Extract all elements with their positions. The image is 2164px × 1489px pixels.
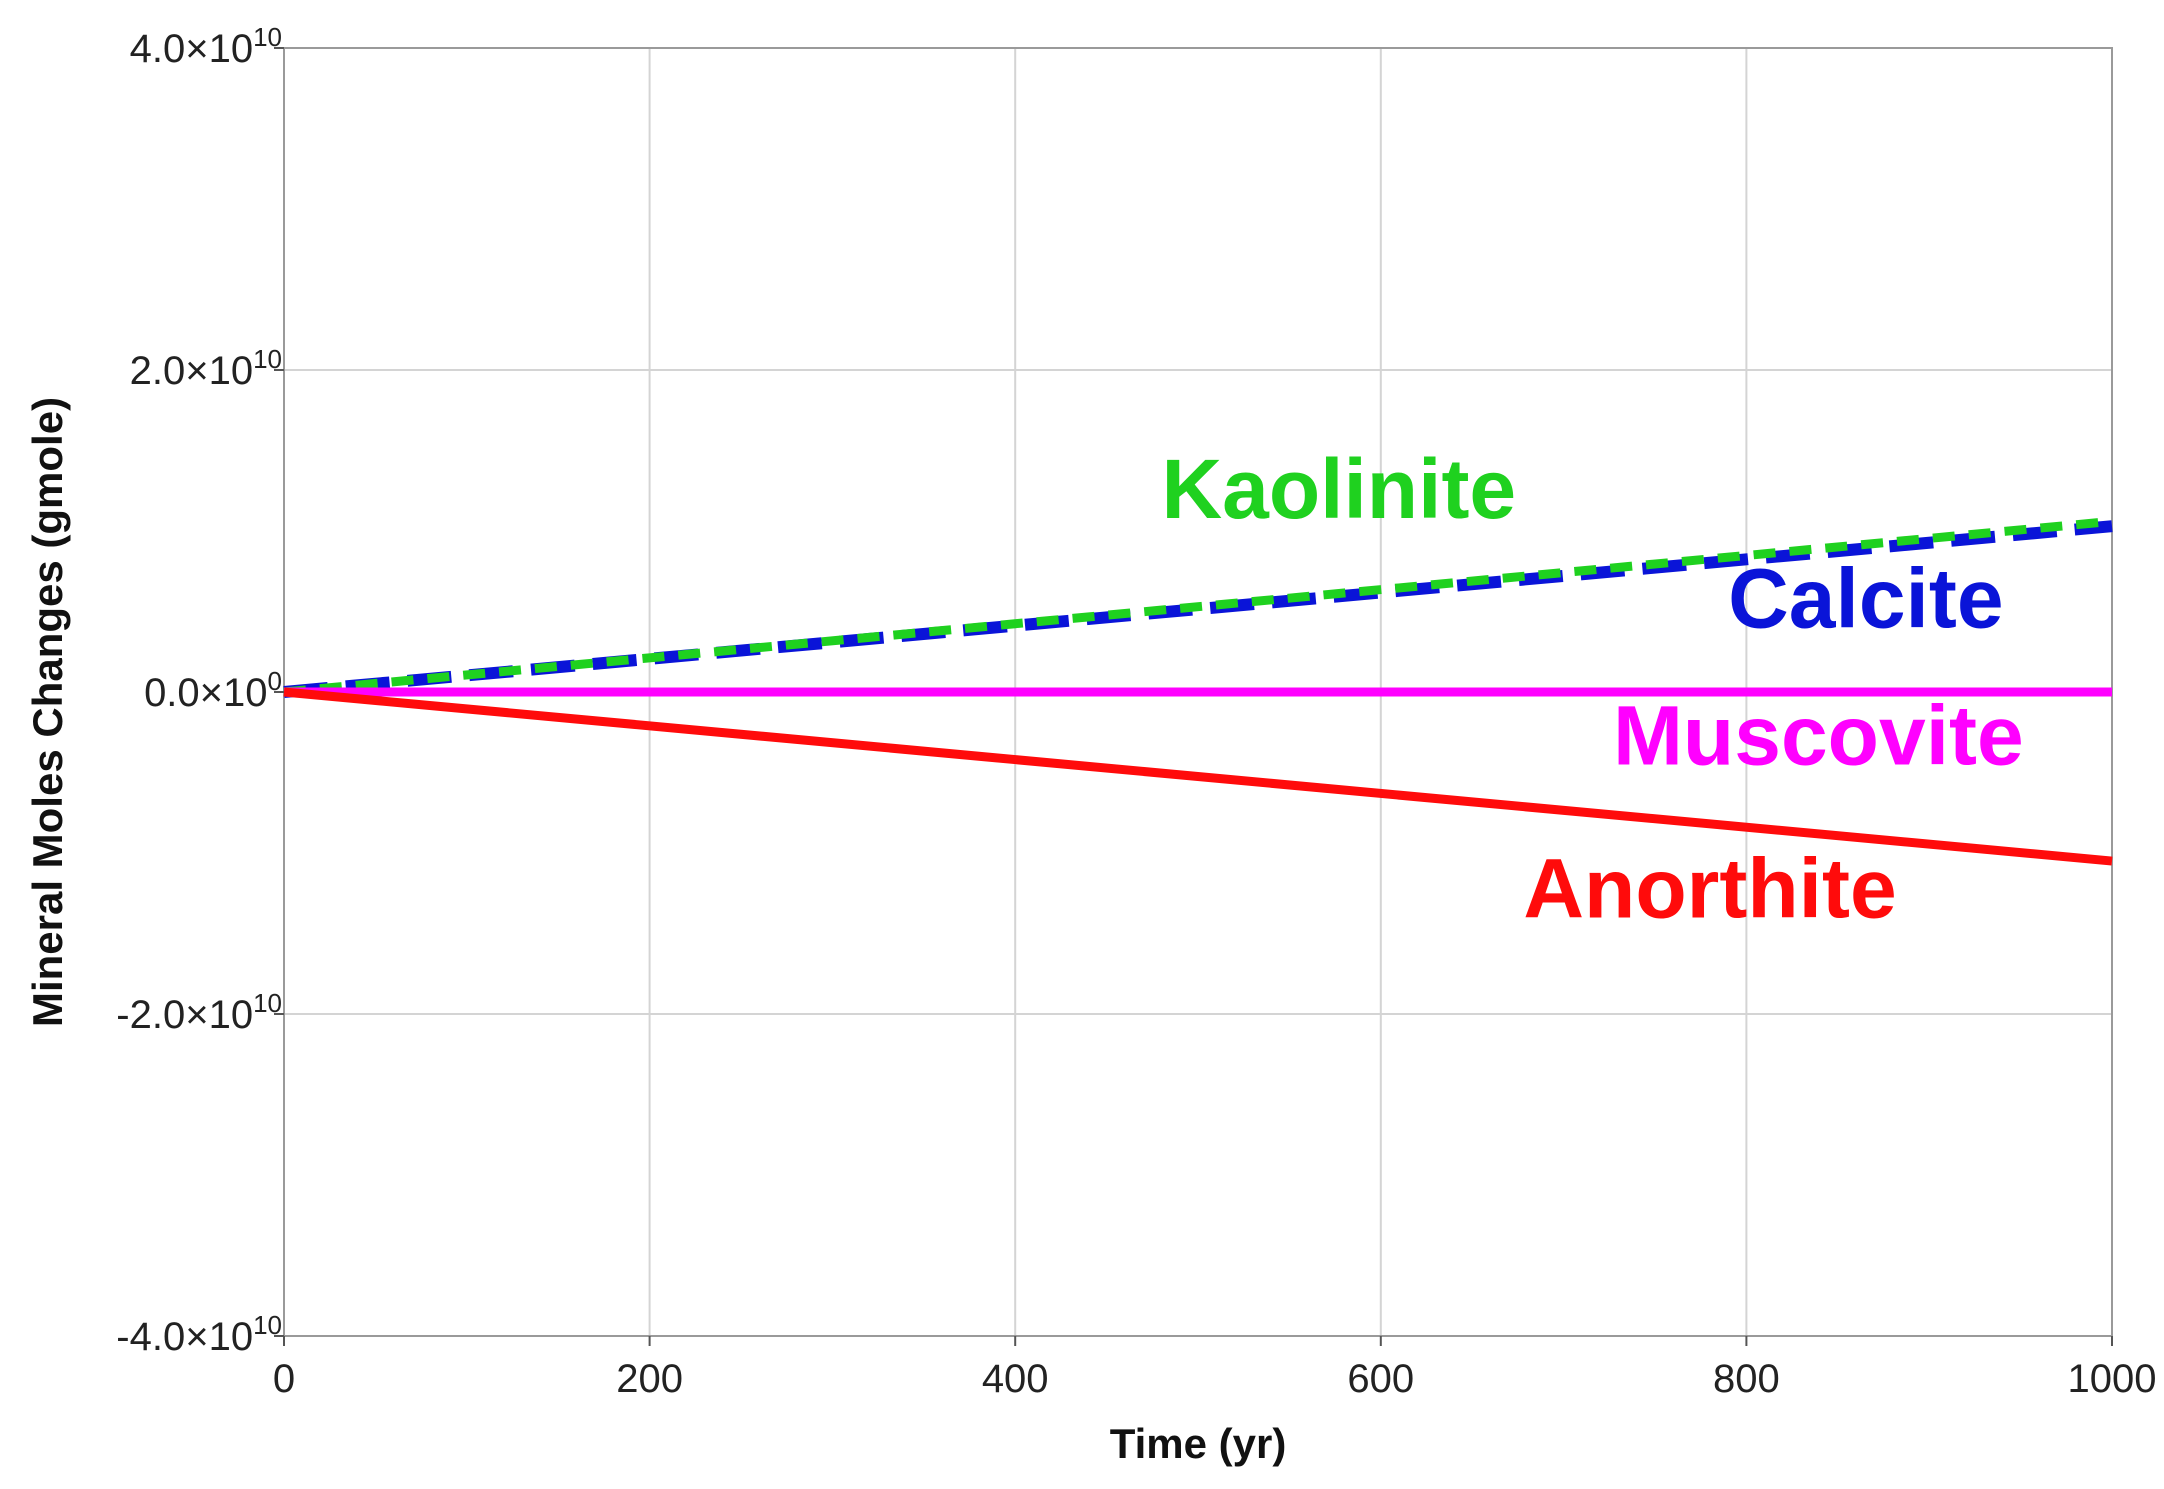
y-axis-ticks: 4.0×1010 2.0×1010 0.0×100 -2.0×1010 -4.0×101… bbox=[116, 22, 284, 1359]
y-tick-label: 2.0×1010 bbox=[130, 344, 282, 393]
x-axis-ticks: 0 200 400 600 800 1000 bbox=[273, 1336, 2157, 1401]
x-tick-label: 600 bbox=[1347, 1357, 1414, 1401]
series-label-anorthite: Anorthite bbox=[1523, 841, 1896, 935]
x-tick-label: 0 bbox=[273, 1357, 295, 1401]
y-tick-label: -4.0×1010 bbox=[116, 1310, 282, 1359]
series-label-muscovite: Muscovite bbox=[1613, 688, 2024, 782]
series-label-calcite: Calcite bbox=[1728, 552, 2003, 646]
series-line-kaolinite bbox=[283, 516, 2113, 697]
series-label-kaolinite: Kaolinite bbox=[1161, 442, 1516, 536]
x-axis-title: Time (yr) bbox=[1110, 1420, 1287, 1467]
y-tick-label: 0.0×100 bbox=[144, 666, 282, 715]
x-tick-label: 1000 bbox=[2068, 1357, 2157, 1401]
x-tick-label: 400 bbox=[982, 1357, 1049, 1401]
y-axis-title: Mineral Moles Changes (gmole) bbox=[24, 397, 71, 1027]
series-group bbox=[283, 516, 2113, 866]
x-tick-label: 200 bbox=[616, 1357, 683, 1401]
y-tick-label: -2.0×1010 bbox=[116, 988, 282, 1037]
series-annotations: Kaolinite Calcite Muscovite Anorthite bbox=[1161, 442, 2023, 935]
series-line-anorthite bbox=[283, 687, 2113, 866]
x-tick-label: 800 bbox=[1713, 1357, 1780, 1401]
y-tick-label: 4.0×1010 bbox=[130, 22, 282, 71]
